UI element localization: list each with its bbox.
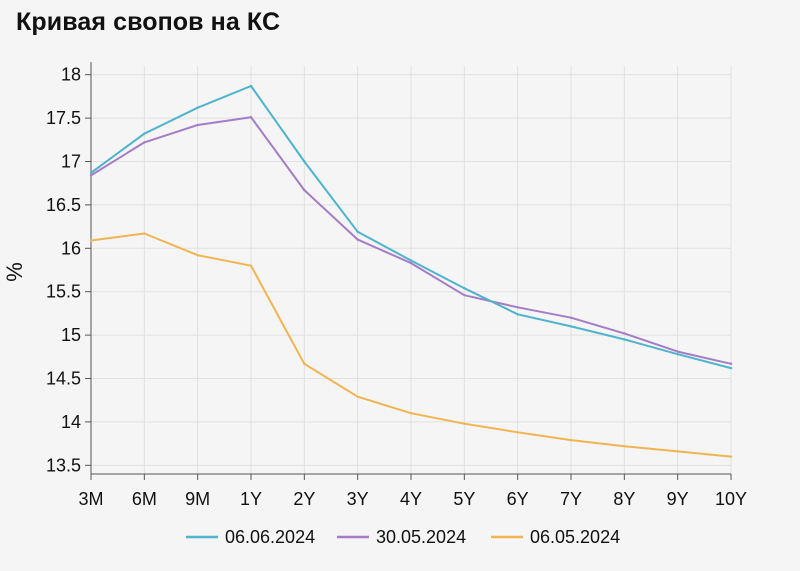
- data-point: [303, 362, 306, 365]
- x-tick-label: 4Y: [400, 489, 422, 509]
- data-point: [623, 332, 626, 335]
- data-point: [89, 239, 93, 242]
- y-tick-label: 14: [61, 412, 81, 432]
- data-point: [516, 313, 519, 316]
- data-point: [303, 188, 306, 192]
- data-point: [89, 171, 93, 174]
- data-point: [516, 306, 519, 309]
- data-point: [463, 422, 466, 425]
- y-tick-label: 15.5: [46, 282, 81, 302]
- x-tick-label: 7Y: [560, 489, 582, 509]
- y-tick-label: 18: [61, 65, 81, 85]
- data-point: [409, 261, 413, 265]
- data-point: [143, 132, 146, 135]
- data-point: [409, 259, 413, 262]
- data-point: [249, 264, 253, 267]
- gridlines: [90, 66, 732, 474]
- x-tick-label: 8Y: [613, 489, 635, 509]
- x-tick-label: 6Y: [507, 489, 529, 509]
- data-point: [623, 338, 626, 341]
- x-tick-label: 9M: [185, 489, 210, 509]
- data-point: [143, 141, 146, 144]
- legend-item[interactable]: 30.05.2024: [337, 527, 466, 547]
- legend-label: 06.05.2024: [530, 527, 620, 547]
- y-tick-label: 16.5: [46, 195, 81, 215]
- data-point: [143, 232, 146, 235]
- series-lines: [89, 84, 733, 458]
- data-point: [249, 84, 253, 88]
- data-point: [196, 123, 199, 127]
- y-tick-label: 17.5: [46, 108, 81, 128]
- x-tick-label: 2Y: [293, 489, 315, 509]
- data-point: [516, 431, 519, 434]
- legend-item[interactable]: 06.06.2024: [186, 527, 315, 547]
- data-point: [409, 412, 413, 415]
- data-point: [356, 238, 359, 241]
- data-point: [676, 350, 679, 353]
- legend-label: 30.05.2024: [376, 527, 466, 547]
- x-tick-label: 5Y: [453, 489, 475, 509]
- data-point: [729, 366, 733, 370]
- data-point: [249, 116, 253, 119]
- y-tick-label: 15: [61, 325, 81, 345]
- y-tick-label: 17: [61, 151, 81, 171]
- data-point: [729, 362, 733, 365]
- data-point: [569, 325, 573, 328]
- chart-title: Кривая свопов на КС: [16, 8, 281, 36]
- data-point: [303, 160, 306, 163]
- y-tick-label: 16: [61, 238, 81, 258]
- x-tick-label: 1Y: [240, 489, 262, 509]
- data-point: [676, 450, 679, 453]
- data-point: [569, 438, 573, 442]
- y-tick-label: 13.5: [46, 455, 81, 475]
- data-point: [89, 174, 93, 177]
- legend-item[interactable]: 06.05.2024: [491, 527, 620, 547]
- axes: 3M 6M 9M 1Y 2Y 3Y 4Y 5Y 6Y 7Y 8Y 9Y 10Y 13.5 14 14.5 15 1…: [46, 62, 747, 509]
- legend-label: 06.06.2024: [225, 527, 315, 547]
- data-point: [569, 316, 573, 319]
- data-point: [463, 293, 466, 297]
- data-point: [463, 287, 466, 290]
- x-tick-label: 3Y: [347, 489, 369, 509]
- data-point: [196, 254, 199, 257]
- data-point: [356, 230, 359, 234]
- x-tick-label: 6M: [132, 489, 157, 509]
- x-tick-label: 10Y: [715, 489, 747, 509]
- data-point: [196, 106, 199, 109]
- x-tick-label: 9Y: [667, 489, 689, 509]
- y-tick-label: 14.5: [46, 369, 81, 389]
- data-point: [623, 445, 626, 448]
- legend: 06.06.2024 30.05.2024 06.05.2024: [186, 527, 620, 547]
- data-point: [356, 395, 359, 398]
- data-point: [729, 455, 733, 458]
- data-point: [676, 353, 679, 356]
- y-axis-title: %: [2, 262, 27, 282]
- x-tick-label: 3M: [78, 489, 103, 509]
